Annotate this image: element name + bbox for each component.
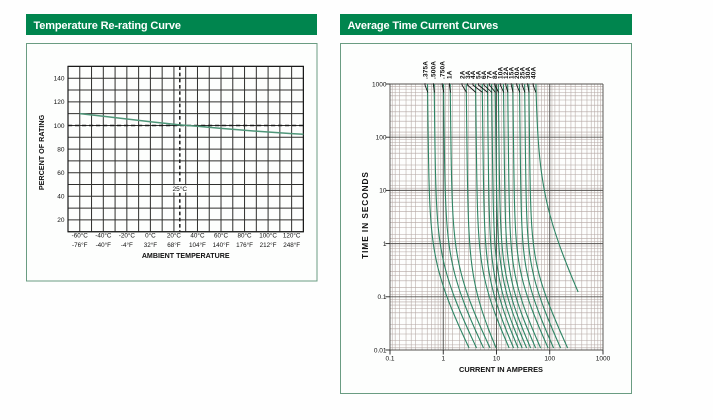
svg-text:68°F: 68°F xyxy=(167,241,181,249)
svg-text:20°C: 20°C xyxy=(167,231,182,239)
svg-text:12A: 12A xyxy=(503,66,510,79)
svg-text:0°C: 0°C xyxy=(145,231,156,239)
svg-text:60: 60 xyxy=(57,170,65,177)
svg-text:1000: 1000 xyxy=(596,356,611,363)
svg-text:Temperature Re-rating Curve: Temperature Re-rating Curve xyxy=(34,20,181,32)
svg-text:100: 100 xyxy=(544,356,555,363)
svg-text:15A: 15A xyxy=(509,66,516,79)
svg-text:248°F: 248°F xyxy=(283,241,300,249)
svg-text:30A: 30A xyxy=(525,66,532,79)
svg-text:100: 100 xyxy=(376,135,387,142)
svg-text:8A: 8A xyxy=(492,70,499,79)
svg-text:CURRENT IN AMPERES: CURRENT IN AMPERES xyxy=(459,365,543,374)
svg-text:32°F: 32°F xyxy=(144,241,158,249)
svg-text:0.1: 0.1 xyxy=(385,356,394,363)
svg-text:100: 100 xyxy=(54,123,65,130)
svg-text:120°C: 120°C xyxy=(283,231,301,239)
svg-text:140: 140 xyxy=(54,76,65,83)
svg-text:.750A: .750A xyxy=(440,61,447,79)
svg-text:Average Time Current Curves: Average Time Current Curves xyxy=(348,20,499,32)
svg-text:1: 1 xyxy=(441,356,445,363)
svg-text:120: 120 xyxy=(54,99,65,106)
svg-text:40°C: 40°C xyxy=(190,231,205,239)
svg-text:80°C: 80°C xyxy=(238,231,253,239)
svg-text:10: 10 xyxy=(493,356,501,363)
svg-text:-40°C: -40°C xyxy=(95,231,112,239)
svg-text:10A: 10A xyxy=(498,66,505,79)
svg-text:25°C: 25°C xyxy=(173,185,188,193)
svg-text:5A: 5A xyxy=(476,70,483,79)
svg-text:212°F: 212°F xyxy=(260,241,277,249)
svg-text:140°F: 140°F xyxy=(213,241,230,249)
svg-text:TIME IN SECONDS: TIME IN SECONDS xyxy=(361,171,370,259)
svg-text:80: 80 xyxy=(57,146,65,153)
svg-text:-20°C: -20°C xyxy=(119,231,136,239)
svg-text:7A: 7A xyxy=(487,70,494,79)
svg-text:2A: 2A xyxy=(459,70,466,79)
svg-text:.500A: .500A xyxy=(431,61,438,79)
svg-text:-76°F: -76°F xyxy=(72,241,88,249)
svg-text:1A: 1A xyxy=(447,70,454,79)
svg-text:1000: 1000 xyxy=(372,81,387,88)
svg-text:60°C: 60°C xyxy=(214,231,229,239)
svg-text:100°C: 100°C xyxy=(259,231,277,239)
svg-text:40A: 40A xyxy=(530,66,537,79)
svg-text:PERCENT OF RATING: PERCENT OF RATING xyxy=(37,114,46,190)
svg-text:20: 20 xyxy=(57,217,65,224)
svg-text:1: 1 xyxy=(383,241,387,248)
svg-text:10: 10 xyxy=(379,188,387,195)
svg-text:.375A: .375A xyxy=(422,61,429,79)
svg-text:AMBIENT TEMPERATURE: AMBIENT TEMPERATURE xyxy=(142,252,230,260)
svg-text:40: 40 xyxy=(57,194,65,201)
svg-text:20A: 20A xyxy=(514,66,521,79)
svg-text:25A: 25A xyxy=(519,66,526,79)
svg-text:-40°F: -40°F xyxy=(96,241,112,249)
svg-text:3A: 3A xyxy=(465,70,472,79)
svg-text:0.1: 0.1 xyxy=(377,294,386,301)
svg-text:176°F: 176°F xyxy=(236,241,253,249)
svg-text:-60°C: -60°C xyxy=(72,231,89,239)
svg-text:-4°F: -4°F xyxy=(121,241,133,249)
svg-text:0.01: 0.01 xyxy=(374,347,387,354)
svg-text:104°F: 104°F xyxy=(189,241,206,249)
svg-text:6A: 6A xyxy=(481,70,488,79)
svg-text:4A: 4A xyxy=(470,70,477,79)
